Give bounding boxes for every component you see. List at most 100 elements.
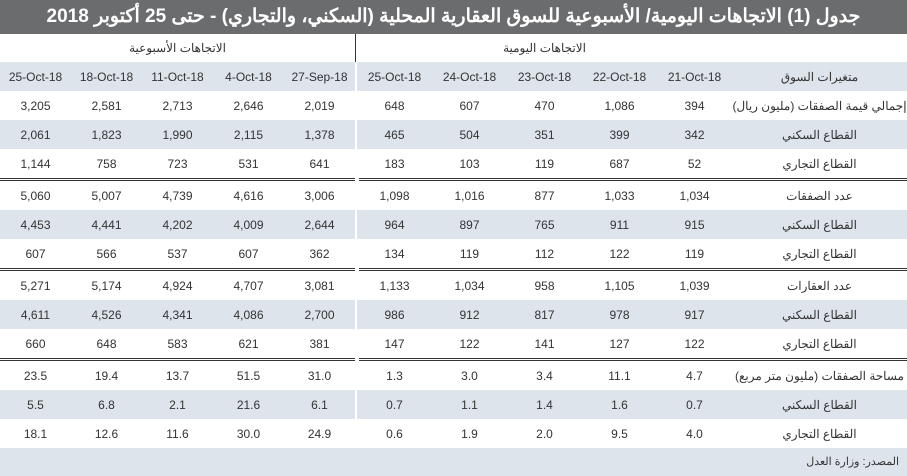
daily-cell: 134 — [384, 246, 405, 261]
row-label: القطاع السكني — [782, 397, 857, 412]
weekly-cell: 5,174 — [91, 278, 122, 293]
column-divider — [355, 149, 357, 178]
daily-cell: 122 — [684, 336, 705, 351]
daily-cell: 877 — [534, 188, 555, 203]
weekly-cell: 11-Oct-18 — [151, 69, 204, 84]
weekly-cell: 4,441 — [91, 217, 122, 232]
row-label: القطاع التجاري — [782, 426, 857, 441]
daily-cell: 1.6 — [611, 397, 628, 412]
table-title: جدول (1) الاتجاهات اليومية/ الأسبوعية لل… — [0, 0, 907, 34]
header-label: متغيرات السوق — [780, 69, 859, 84]
daily-cell: 0.6 — [386, 426, 403, 441]
daily-cell: 607 — [459, 98, 480, 113]
row-label: القطاع التجاري — [782, 246, 857, 261]
daily-cell: 964 — [384, 217, 405, 232]
daily-cell: 9.5 — [611, 426, 628, 441]
weekly-cell: 1,378 — [304, 127, 335, 142]
weekly-cell: 19.4 — [94, 368, 119, 383]
column-divider — [355, 210, 357, 239]
weekly-cell: 4,202 — [162, 217, 193, 232]
daily-cell: 897 — [459, 217, 480, 232]
weekly-cell: 2,644 — [304, 217, 335, 232]
daily-cell: 1,086 — [604, 98, 635, 113]
daily-cell: 119 — [684, 246, 705, 261]
table-body: 3,205 2,581 2,713 2,646 2,019 648 607 470 1,086 3… — [0, 91, 907, 448]
row-label: القطاع التجاري — [782, 156, 857, 171]
column-divider — [355, 91, 357, 120]
daily-cell: 4.0 — [686, 426, 703, 441]
daily-cell: 11.1 — [608, 368, 631, 383]
daily-cell: 3.4 — [536, 368, 553, 383]
weekly-cell: 27-Sep-18 — [291, 69, 348, 84]
daily-cell: 0.7 — [386, 397, 403, 412]
weekly-cell: 4,616 — [233, 188, 264, 203]
weekly-cell: 2,061 — [20, 127, 51, 142]
weekly-cell: 18.1 — [23, 426, 48, 441]
group-divider — [355, 34, 356, 62]
daily-cell: 183 — [384, 156, 405, 171]
daily-cell: 958 — [534, 278, 555, 293]
column-divider — [355, 271, 357, 300]
daily-cell: 1,105 — [604, 278, 635, 293]
daily-cell: 817 — [534, 307, 555, 322]
weekly-cell: 1,990 — [162, 127, 193, 142]
table-row: 5,271 5,174 4,924 4,707 3,081 1,133 1,034 958 1,… — [0, 271, 907, 300]
section-separator — [0, 178, 907, 181]
row-label: عدد العقارات — [786, 278, 853, 293]
weekly-cell: 4,526 — [91, 307, 122, 322]
daily-cell: 112 — [534, 246, 555, 261]
weekly-cell: 5,007 — [91, 188, 122, 203]
daily-cell: 147 — [384, 336, 405, 351]
weekly-cell: 31.0 — [307, 368, 332, 383]
weekly-cell: 3,081 — [304, 278, 335, 293]
table-row: 607 566 537 607 362 134 119 112 122 119 القطاع الت… — [0, 239, 907, 268]
daily-cell: 1,016 — [454, 188, 485, 203]
weekly-cell: 531 — [238, 156, 259, 171]
weekly-cell: 660 — [25, 336, 46, 351]
weekly-cell: 4,341 — [162, 307, 193, 322]
daily-cell: 1,039 — [679, 278, 710, 293]
weekly-cell: 5,060 — [20, 188, 51, 203]
table-row: 1,144 758 723 531 641 183 103 119 687 52 القطاع ال… — [0, 149, 907, 178]
weekly-cell: 641 — [309, 156, 330, 171]
weekly-cell: 723 — [167, 156, 188, 171]
daily-cell: 687 — [609, 156, 630, 171]
daily-cell: 103 — [459, 156, 480, 171]
row-label: القطاع السكني — [782, 307, 857, 322]
column-divider — [355, 300, 357, 329]
weekly-cell: 1,823 — [91, 127, 122, 142]
daily-cell: 1.1 — [461, 397, 478, 412]
daily-cell: 2.0 — [536, 426, 553, 441]
daily-cell: 122 — [459, 336, 480, 351]
weekly-cell: 23.5 — [23, 368, 48, 383]
section-separator — [0, 268, 907, 271]
date-header-row: 25-Oct-18 18-Oct-18 11-Oct-18 4-Oct-18 27-Se… — [0, 62, 907, 91]
daily-cell: 465 — [384, 127, 405, 142]
daily-cell: 1,098 — [379, 188, 410, 203]
daily-cell: 23-Oct-18 — [517, 69, 572, 84]
daily-cell: 986 — [384, 307, 405, 322]
weekly-cell: 4,086 — [233, 307, 264, 322]
weekly-cell: 758 — [96, 156, 117, 171]
weekly-cell: 4-Oct-18 — [225, 69, 272, 84]
daily-cell: 470 — [534, 98, 555, 113]
daily-cell: 1,034 — [454, 278, 485, 293]
weekly-cell: 4,009 — [233, 217, 264, 232]
daily-cell: 912 — [459, 307, 480, 322]
weekly-cell: 607 — [25, 246, 46, 261]
row-label: القطاع السكني — [782, 127, 857, 142]
weekly-cell: 2,019 — [304, 98, 335, 113]
weekly-cell: 2.1 — [169, 397, 186, 412]
daily-group-header: الاتجاهات اليومية — [503, 41, 586, 55]
weekly-cell: 21.6 — [236, 397, 261, 412]
daily-cell: 648 — [384, 98, 405, 113]
weekly-cell: 607 — [238, 246, 259, 261]
weekly-cell: 537 — [167, 246, 188, 261]
table-row: 5,060 5,007 4,739 4,616 3,006 1,098 1,016 877 1,… — [0, 181, 907, 210]
weekly-cell: 362 — [309, 246, 330, 261]
weekly-cell: 13.7 — [165, 368, 190, 383]
table-row: 660 648 583 621 381 147 122 141 127 122 القطاع الت… — [0, 329, 907, 358]
weekly-cell: 2,713 — [162, 98, 193, 113]
weekly-cell: 381 — [309, 336, 330, 351]
group-header-row: الاتجاهات الأسبوعية الاتجاهات اليومية — [0, 34, 907, 62]
